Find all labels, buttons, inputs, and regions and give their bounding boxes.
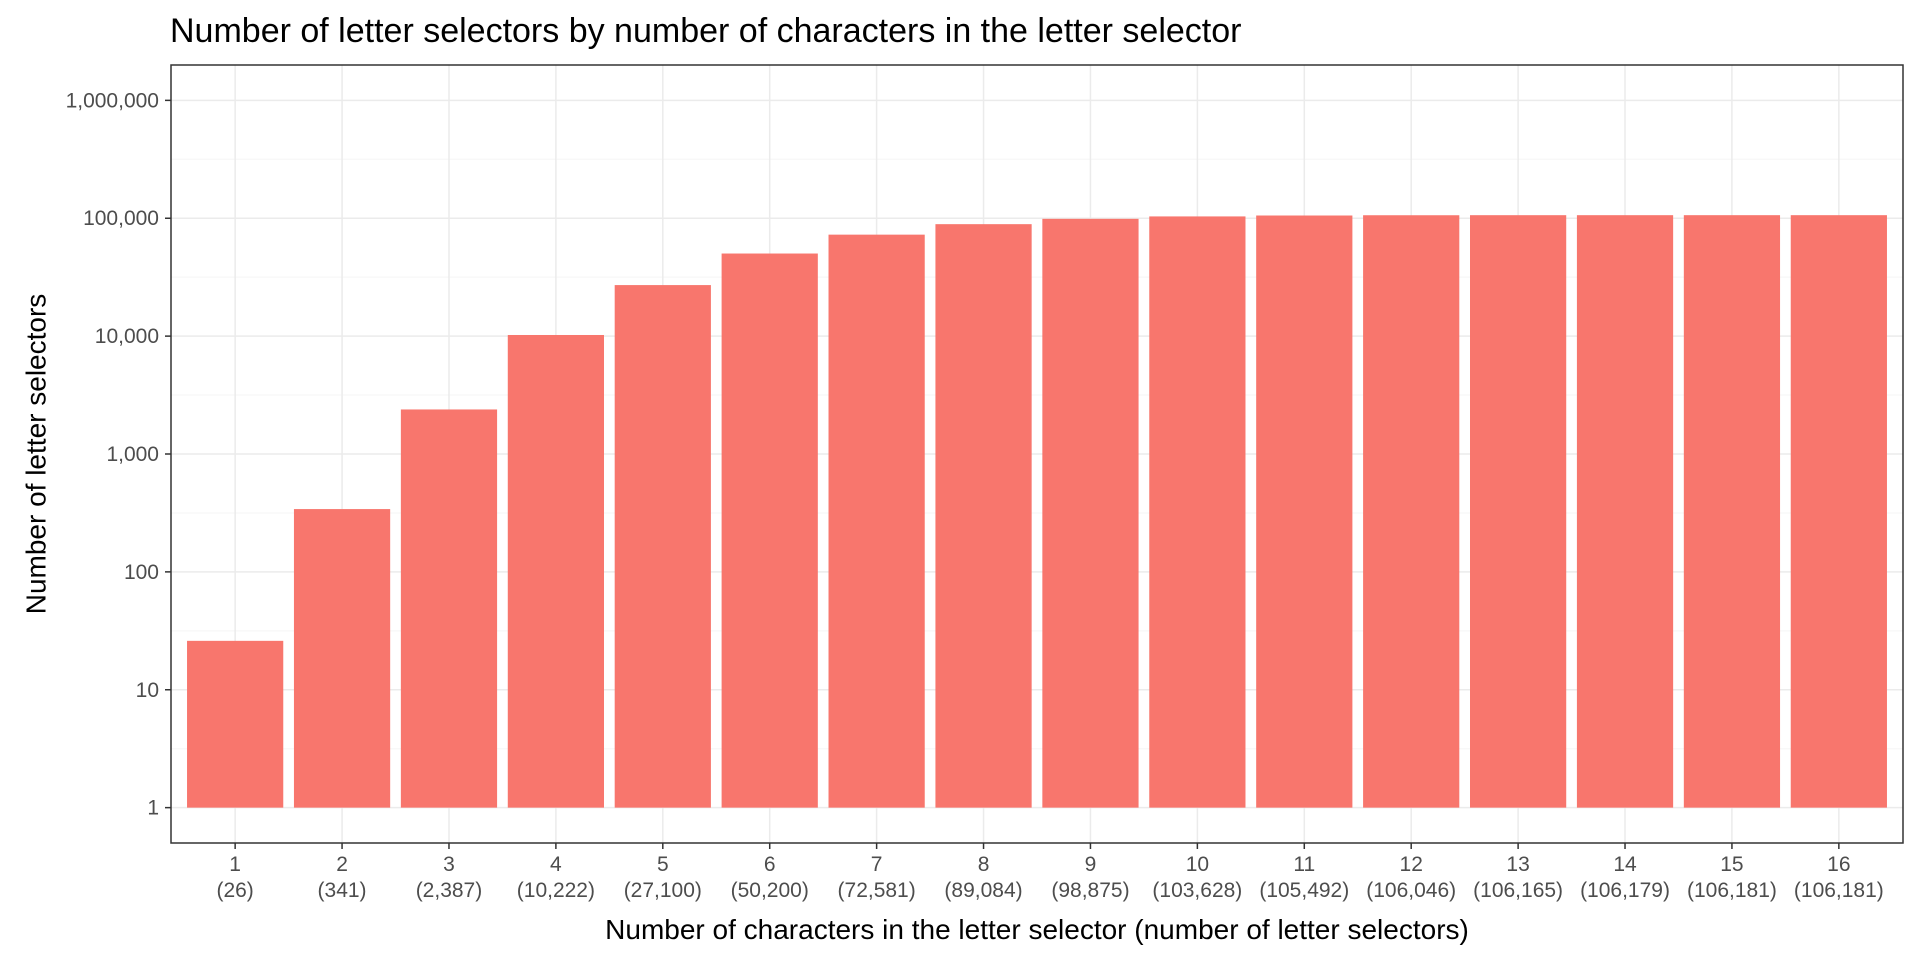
x-tick-label: 3 <box>443 853 455 876</box>
x-tick-label: 2 <box>336 853 348 876</box>
bar-8 <box>935 224 1032 808</box>
x-tick-sublabel: (10,222) <box>517 879 595 902</box>
chart-title: Number of letter selectors by number of … <box>170 12 1241 50</box>
bar-10 <box>1149 216 1246 808</box>
x-tick-label: 1 <box>229 853 241 876</box>
x-tick-label: 4 <box>550 853 562 876</box>
x-tick-label: 10 <box>1186 853 1209 876</box>
bar-15 <box>1683 215 1781 808</box>
y-tick-label: 1,000 <box>106 443 159 466</box>
x-tick-label: 7 <box>871 853 883 876</box>
x-tick-sublabel: (103,628) <box>1152 879 1242 902</box>
x-tick-sublabel: (2,387) <box>416 879 483 902</box>
x-tick-sublabel: (106,165) <box>1473 879 1563 902</box>
bar-13 <box>1470 215 1567 808</box>
x-tick-label: 6 <box>764 853 776 876</box>
x-tick-sublabel: (50,200) <box>731 879 809 902</box>
y-tick-label: 10 <box>136 679 159 702</box>
x-tick-sublabel: (106,181) <box>1687 879 1777 902</box>
y-tick-label: 1,000,000 <box>66 89 159 112</box>
bar-4 <box>507 334 604 808</box>
y-tick-label: 10,000 <box>95 325 159 348</box>
x-tick-label: 12 <box>1400 853 1423 876</box>
x-tick-label: 11 <box>1293 853 1315 876</box>
x-tick-label: 14 <box>1613 853 1637 876</box>
x-tick-sublabel: (89,084) <box>944 879 1022 902</box>
bar-5 <box>614 285 711 808</box>
x-tick-sublabel: (72,581) <box>838 879 916 902</box>
bar-9 <box>1042 218 1139 808</box>
x-tick-sublabel: (341) <box>318 879 367 902</box>
y-tick-label: 1 <box>147 797 159 820</box>
bar-7 <box>828 234 925 808</box>
bar-1 <box>187 640 284 808</box>
x-tick-sublabel: (106,046) <box>1366 879 1456 902</box>
x-tick-label: 5 <box>657 853 669 876</box>
x-tick-label: 9 <box>1085 853 1097 876</box>
x-axis-title: Number of characters in the letter selec… <box>605 914 1469 945</box>
y-axis: 1 10 100 1,000 10,000 100,000 1,000,000 <box>66 89 171 820</box>
bar-6 <box>721 253 818 808</box>
x-tick-label: 16 <box>1827 853 1850 876</box>
bar-11 <box>1256 215 1353 808</box>
x-tick-sublabel: (98,875) <box>1051 879 1129 902</box>
bar-3 <box>400 409 498 808</box>
bar-16 <box>1790 215 1887 808</box>
x-tick-sublabel: (26) <box>216 879 253 902</box>
bar-series <box>187 215 1887 808</box>
bar-12 <box>1363 215 1460 808</box>
y-tick-label: 100,000 <box>83 207 159 230</box>
x-tick-sublabel: (106,179) <box>1580 879 1670 902</box>
x-tick-sublabel: (106,181) <box>1794 879 1884 902</box>
x-axis: 1 (26) 2 (341) 3 (2,387) 4 (10,222) 5 (27,100) 6 (5… <box>216 843 1884 902</box>
x-tick-sublabel: (105,492) <box>1259 879 1349 902</box>
y-axis-title: Number of letter selectors <box>20 294 51 615</box>
x-tick-label: 13 <box>1506 853 1529 876</box>
y-tick-label: 100 <box>124 561 159 584</box>
x-tick-sublabel: (27,100) <box>624 879 702 902</box>
bar-14 <box>1576 215 1674 808</box>
x-tick-label: 15 <box>1720 853 1743 876</box>
bar-2 <box>293 509 391 808</box>
x-tick-label: 8 <box>978 853 990 876</box>
